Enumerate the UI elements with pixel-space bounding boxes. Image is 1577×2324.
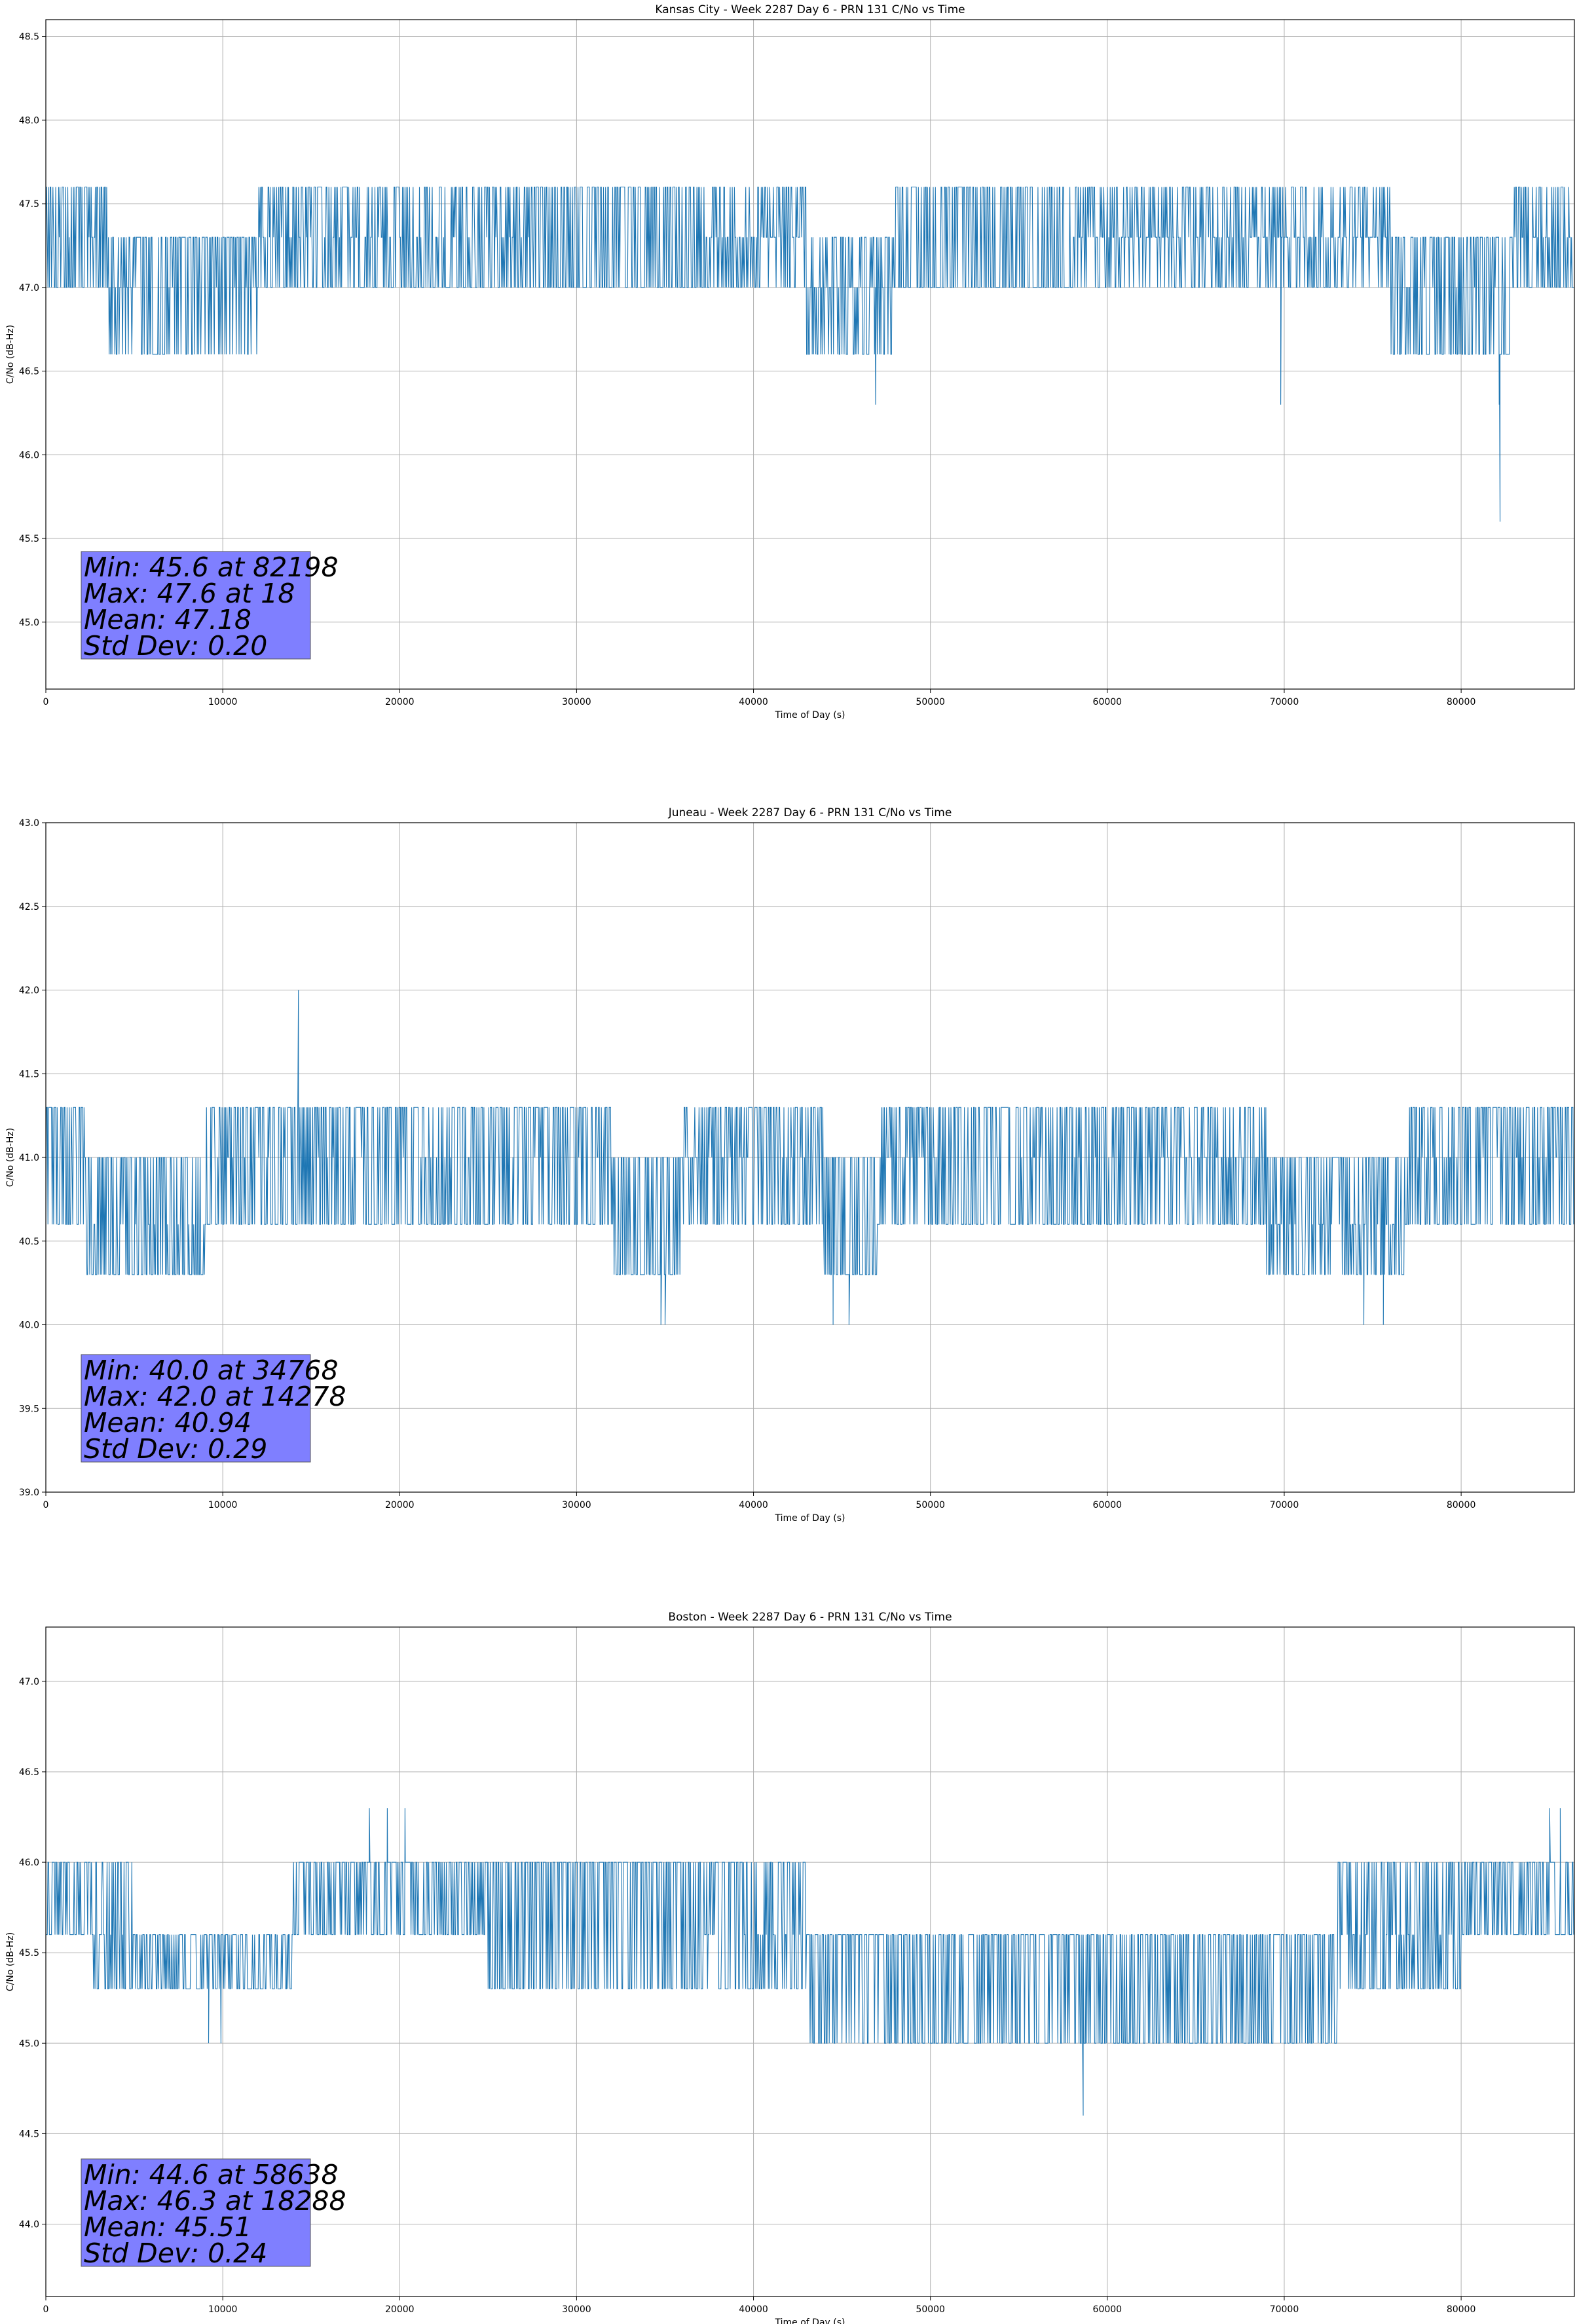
x-tick-label: 20000 (385, 697, 415, 707)
chart-title: Kansas City - Week 2287 Day 6 - PRN 131 … (655, 3, 965, 16)
stats-line: Mean: 45.51 (84, 2211, 251, 2243)
x-tick-label: 10000 (208, 697, 238, 707)
cno-series-line (46, 186, 1574, 522)
y-tick-label: 46.0 (19, 450, 39, 460)
y-tick-label: 47.0 (19, 1677, 39, 1687)
y-tick-label: 45.5 (19, 1948, 39, 1959)
y-tick-label: 40.5 (19, 1237, 39, 1247)
x-tick-label: 30000 (562, 697, 591, 707)
y-tick-label: 46.0 (19, 1858, 39, 1868)
stats-line: Mean: 40.94 (84, 1407, 251, 1438)
y-tick-label: 40.0 (19, 1321, 39, 1331)
x-tick-label: 50000 (916, 1500, 945, 1510)
stats-line: Std Dev: 0.29 (84, 1433, 267, 1465)
plot-frame (45, 19, 1575, 690)
stats-line: Max: 47.6 at 18 (84, 578, 295, 609)
y-tick-label: 47.5 (19, 199, 39, 210)
y-tick-label: 42.0 (19, 986, 39, 996)
stats-line: Mean: 47.18 (84, 604, 251, 635)
x-tick-label: 70000 (1270, 1500, 1299, 1510)
x-axis-label: Time of Day (s) (775, 1513, 845, 1524)
chart-title: Juneau - Week 2287 Day 6 - PRN 131 C/No … (668, 806, 952, 819)
chart-panel-2: 0 10000 20000 30000 40000 50000 60000 70000 8000… (5, 806, 1575, 1524)
x-tick-label: 80000 (1447, 697, 1476, 707)
stats-line: Std Dev: 0.20 (84, 630, 267, 662)
stats-box (81, 2158, 311, 2267)
x-tick-label: 80000 (1447, 1500, 1476, 1510)
x-tick-label: 80000 (1447, 2304, 1476, 2315)
y-tick-label: 46.5 (19, 1767, 39, 1778)
stats-box (81, 1354, 311, 1463)
x-tick-label: 0 (43, 697, 49, 707)
cno-series-line (46, 990, 1574, 1325)
plot-frame (45, 1626, 1575, 2297)
y-tick-label: 48.5 (19, 32, 39, 43)
x-tick-label: 60000 (1093, 697, 1122, 707)
y-tick-label: 39.5 (19, 1404, 39, 1414)
chart-panel-3: 0 10000 20000 30000 40000 50000 60000 70000 8000… (5, 1611, 1575, 2324)
y-tick-label: 41.0 (19, 1153, 39, 1163)
y-tick-label: 45.0 (19, 2038, 39, 2049)
x-axis-label: Time of Day (s) (775, 710, 845, 721)
x-axis-label: Time of Day (s) (775, 2317, 845, 2324)
stats-line: Max: 42.0 at 14278 (84, 1381, 346, 1412)
y-tick-label: 48.0 (19, 115, 39, 126)
stats-line: Min: 45.6 at 82198 (84, 552, 339, 583)
y-tick-label: 41.5 (19, 1069, 39, 1079)
y-tick-label: 45.5 (19, 534, 39, 544)
x-tick-label: 30000 (562, 1500, 591, 1510)
chart-panel-1: 0 10000 20000 30000 40000 50000 60000 70000 8000… (5, 3, 1575, 721)
stats-line: Max: 46.3 at 18288 (84, 2185, 346, 2217)
y-tick-label: 46.5 (19, 367, 39, 377)
cno-series-line (46, 1808, 1574, 2116)
stats-line: Min: 44.6 at 58638 (84, 2159, 339, 2190)
y-tick-label: 45.0 (19, 618, 39, 628)
x-tick-label: 60000 (1093, 2304, 1122, 2315)
stats-box (81, 551, 311, 660)
stats-line: Std Dev: 0.24 (84, 2238, 267, 2269)
x-tick-label: 70000 (1270, 697, 1299, 707)
x-tick-label: 40000 (739, 697, 768, 707)
y-tick-label: 47.0 (19, 283, 39, 293)
y-tick-label: 44.5 (19, 2129, 39, 2139)
stats-line: Min: 40.0 at 34768 (84, 1355, 339, 1386)
chart-title: Boston - Week 2287 Day 6 - PRN 131 C/No … (668, 1611, 952, 1624)
x-tick-label: 20000 (385, 1500, 415, 1510)
x-tick-label: 10000 (208, 2304, 238, 2315)
y-tick-label: 42.5 (19, 902, 39, 912)
x-tick-label: 40000 (739, 2304, 768, 2315)
x-tick-label: 0 (43, 1500, 49, 1510)
x-tick-label: 40000 (739, 1500, 768, 1510)
y-axis-label: C/No (dB-Hz) (5, 1128, 16, 1187)
y-tick-label: 44.0 (19, 2220, 39, 2230)
x-tick-label: 0 (43, 2304, 49, 2315)
y-tick-label: 43.0 (19, 818, 39, 829)
x-tick-label: 50000 (916, 697, 945, 707)
y-tick-label: 39.0 (19, 1488, 39, 1498)
y-axis-label: C/No (dB-Hz) (5, 1932, 16, 1991)
y-axis-label: C/No (dB-Hz) (5, 325, 16, 384)
x-tick-label: 10000 (208, 1500, 238, 1510)
x-tick-label: 50000 (916, 2304, 945, 2315)
x-tick-label: 20000 (385, 2304, 415, 2315)
x-tick-label: 30000 (562, 2304, 591, 2315)
x-tick-label: 60000 (1093, 1500, 1122, 1510)
x-tick-label: 70000 (1270, 2304, 1299, 2315)
